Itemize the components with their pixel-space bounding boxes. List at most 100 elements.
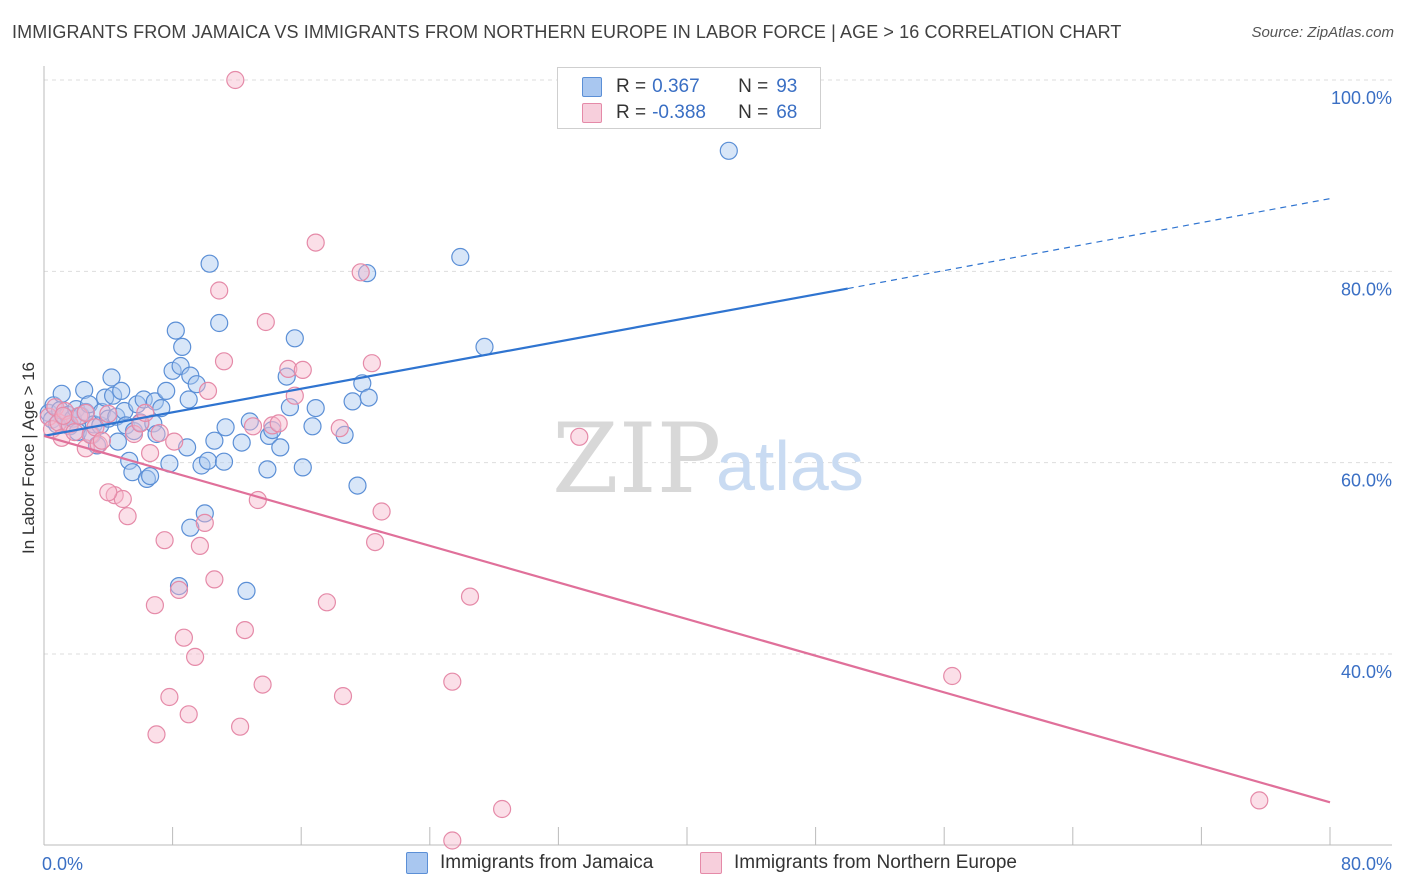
legend-row-jamaica: R = 0.367 N = 93 <box>582 75 797 99</box>
point-jamaica <box>171 356 190 376</box>
legend-row-northern-europe: R = -0.388 N = 68 <box>582 101 797 125</box>
point-northern-europe <box>263 416 282 435</box>
point-jamaica <box>475 337 494 356</box>
point-jamaica <box>102 368 121 387</box>
point-northern-europe <box>54 406 73 425</box>
correlation-legend: R = 0.367 N = 93 R = -0.388 N = 68 <box>557 67 821 129</box>
point-northern-europe <box>141 444 160 463</box>
point-northern-europe <box>243 417 263 436</box>
point-jamaica <box>293 458 312 477</box>
legend-r-value: -0.388 <box>652 102 706 123</box>
point-northern-europe <box>210 281 229 300</box>
point-jamaica <box>173 337 192 356</box>
trend-line-jamaica <box>43 287 848 437</box>
point-jamaica <box>108 432 128 451</box>
watermark-atlas: atlas <box>716 427 864 505</box>
legend-n-label: N = <box>738 102 769 123</box>
point-northern-europe <box>460 587 480 606</box>
legend-r-label: R = <box>616 76 647 97</box>
point-jamaica <box>141 467 160 486</box>
point-northern-europe <box>570 427 589 446</box>
point-northern-europe <box>226 70 245 90</box>
point-northern-europe <box>493 799 512 819</box>
point-jamaica <box>232 433 251 452</box>
chart-title: IMMIGRANTS FROM JAMAICA VS IMMIGRANTS FR… <box>12 22 1122 42</box>
watermark-zip: ZIP <box>552 403 721 515</box>
point-northern-europe <box>169 580 189 600</box>
point-jamaica <box>198 451 218 470</box>
point-northern-europe <box>76 403 95 422</box>
series-legend: Immigrants from Jamaica Immigrants from … <box>0 852 1406 878</box>
point-jamaica <box>200 254 219 273</box>
y-tick-labels: 40.0% 60.0% 80.0% 100.0% <box>1331 88 1392 682</box>
legend-swatch-blue <box>582 77 602 97</box>
series-legend-label: Immigrants from Jamaica <box>440 852 654 873</box>
axes <box>43 66 1392 846</box>
point-jamaica <box>451 247 470 267</box>
point-jamaica <box>358 264 377 283</box>
trend-line-jamaica-extension <box>847 198 1331 290</box>
legend-n-value: 93 <box>776 76 798 97</box>
point-northern-europe <box>214 352 234 371</box>
point-jamaica <box>195 504 214 523</box>
point-jamaica <box>719 141 738 160</box>
legend-n-value: 68 <box>776 102 798 123</box>
y-tick-label-100: 100.0% <box>1331 88 1392 108</box>
series-legend-jamaica: Immigrants from Jamaica <box>406 852 653 874</box>
point-northern-europe <box>279 359 298 378</box>
series-swatch-pink <box>700 852 722 874</box>
point-northern-europe <box>293 360 312 379</box>
point-northern-europe <box>443 672 462 691</box>
point-northern-europe <box>362 354 381 373</box>
point-jamaica <box>210 313 229 333</box>
point-northern-europe <box>124 424 144 444</box>
point-northern-europe <box>372 502 391 521</box>
point-northern-europe <box>165 432 184 451</box>
point-northern-europe <box>155 531 174 550</box>
watermark: ZIP atlas <box>552 403 864 515</box>
legend-swatch-pink <box>582 103 602 123</box>
point-northern-europe <box>99 483 118 502</box>
trend-line-northern-europe <box>43 434 1331 804</box>
point-northern-europe <box>317 593 336 612</box>
point-jamaica <box>306 399 325 418</box>
point-northern-europe <box>205 570 224 589</box>
point-jamaica <box>303 417 322 436</box>
point-northern-europe <box>943 666 962 686</box>
point-jamaica <box>137 469 156 488</box>
point-jamaica <box>205 431 224 450</box>
point-jamaica <box>348 476 367 495</box>
point-jamaica <box>134 390 153 409</box>
point-jamaica <box>157 381 176 400</box>
point-northern-europe <box>333 686 353 706</box>
point-northern-europe <box>198 381 218 400</box>
point-jamaica <box>277 367 296 386</box>
point-northern-europe <box>145 596 164 615</box>
point-northern-europe <box>443 831 462 850</box>
point-northern-europe <box>186 647 205 667</box>
grid-lines <box>44 79 1392 655</box>
point-northern-europe <box>147 725 166 744</box>
point-northern-europe <box>269 414 288 433</box>
y-tick-label-40: 40.0% <box>1341 662 1392 682</box>
point-northern-europe <box>351 263 370 282</box>
point-jamaica <box>214 452 234 471</box>
series-swatch-blue <box>406 852 428 874</box>
point-jamaica <box>237 581 256 601</box>
point-northern-europe <box>231 717 250 736</box>
point-jamaica <box>285 329 304 348</box>
point-jamaica <box>343 392 362 411</box>
point-northern-europe <box>235 620 254 640</box>
point-northern-europe <box>366 532 385 552</box>
y-tick-label-80: 80.0% <box>1341 279 1392 299</box>
series-legend-northern-europe: Immigrants from Northern Europe <box>700 852 1017 874</box>
point-jamaica <box>112 381 131 400</box>
point-jamaica <box>263 421 282 440</box>
point-jamaica <box>187 375 206 394</box>
point-jamaica <box>258 460 277 479</box>
point-northern-europe <box>195 513 214 533</box>
legend-r-label: R = <box>616 102 647 123</box>
point-jamaica <box>181 518 200 537</box>
point-northern-europe <box>150 423 169 443</box>
